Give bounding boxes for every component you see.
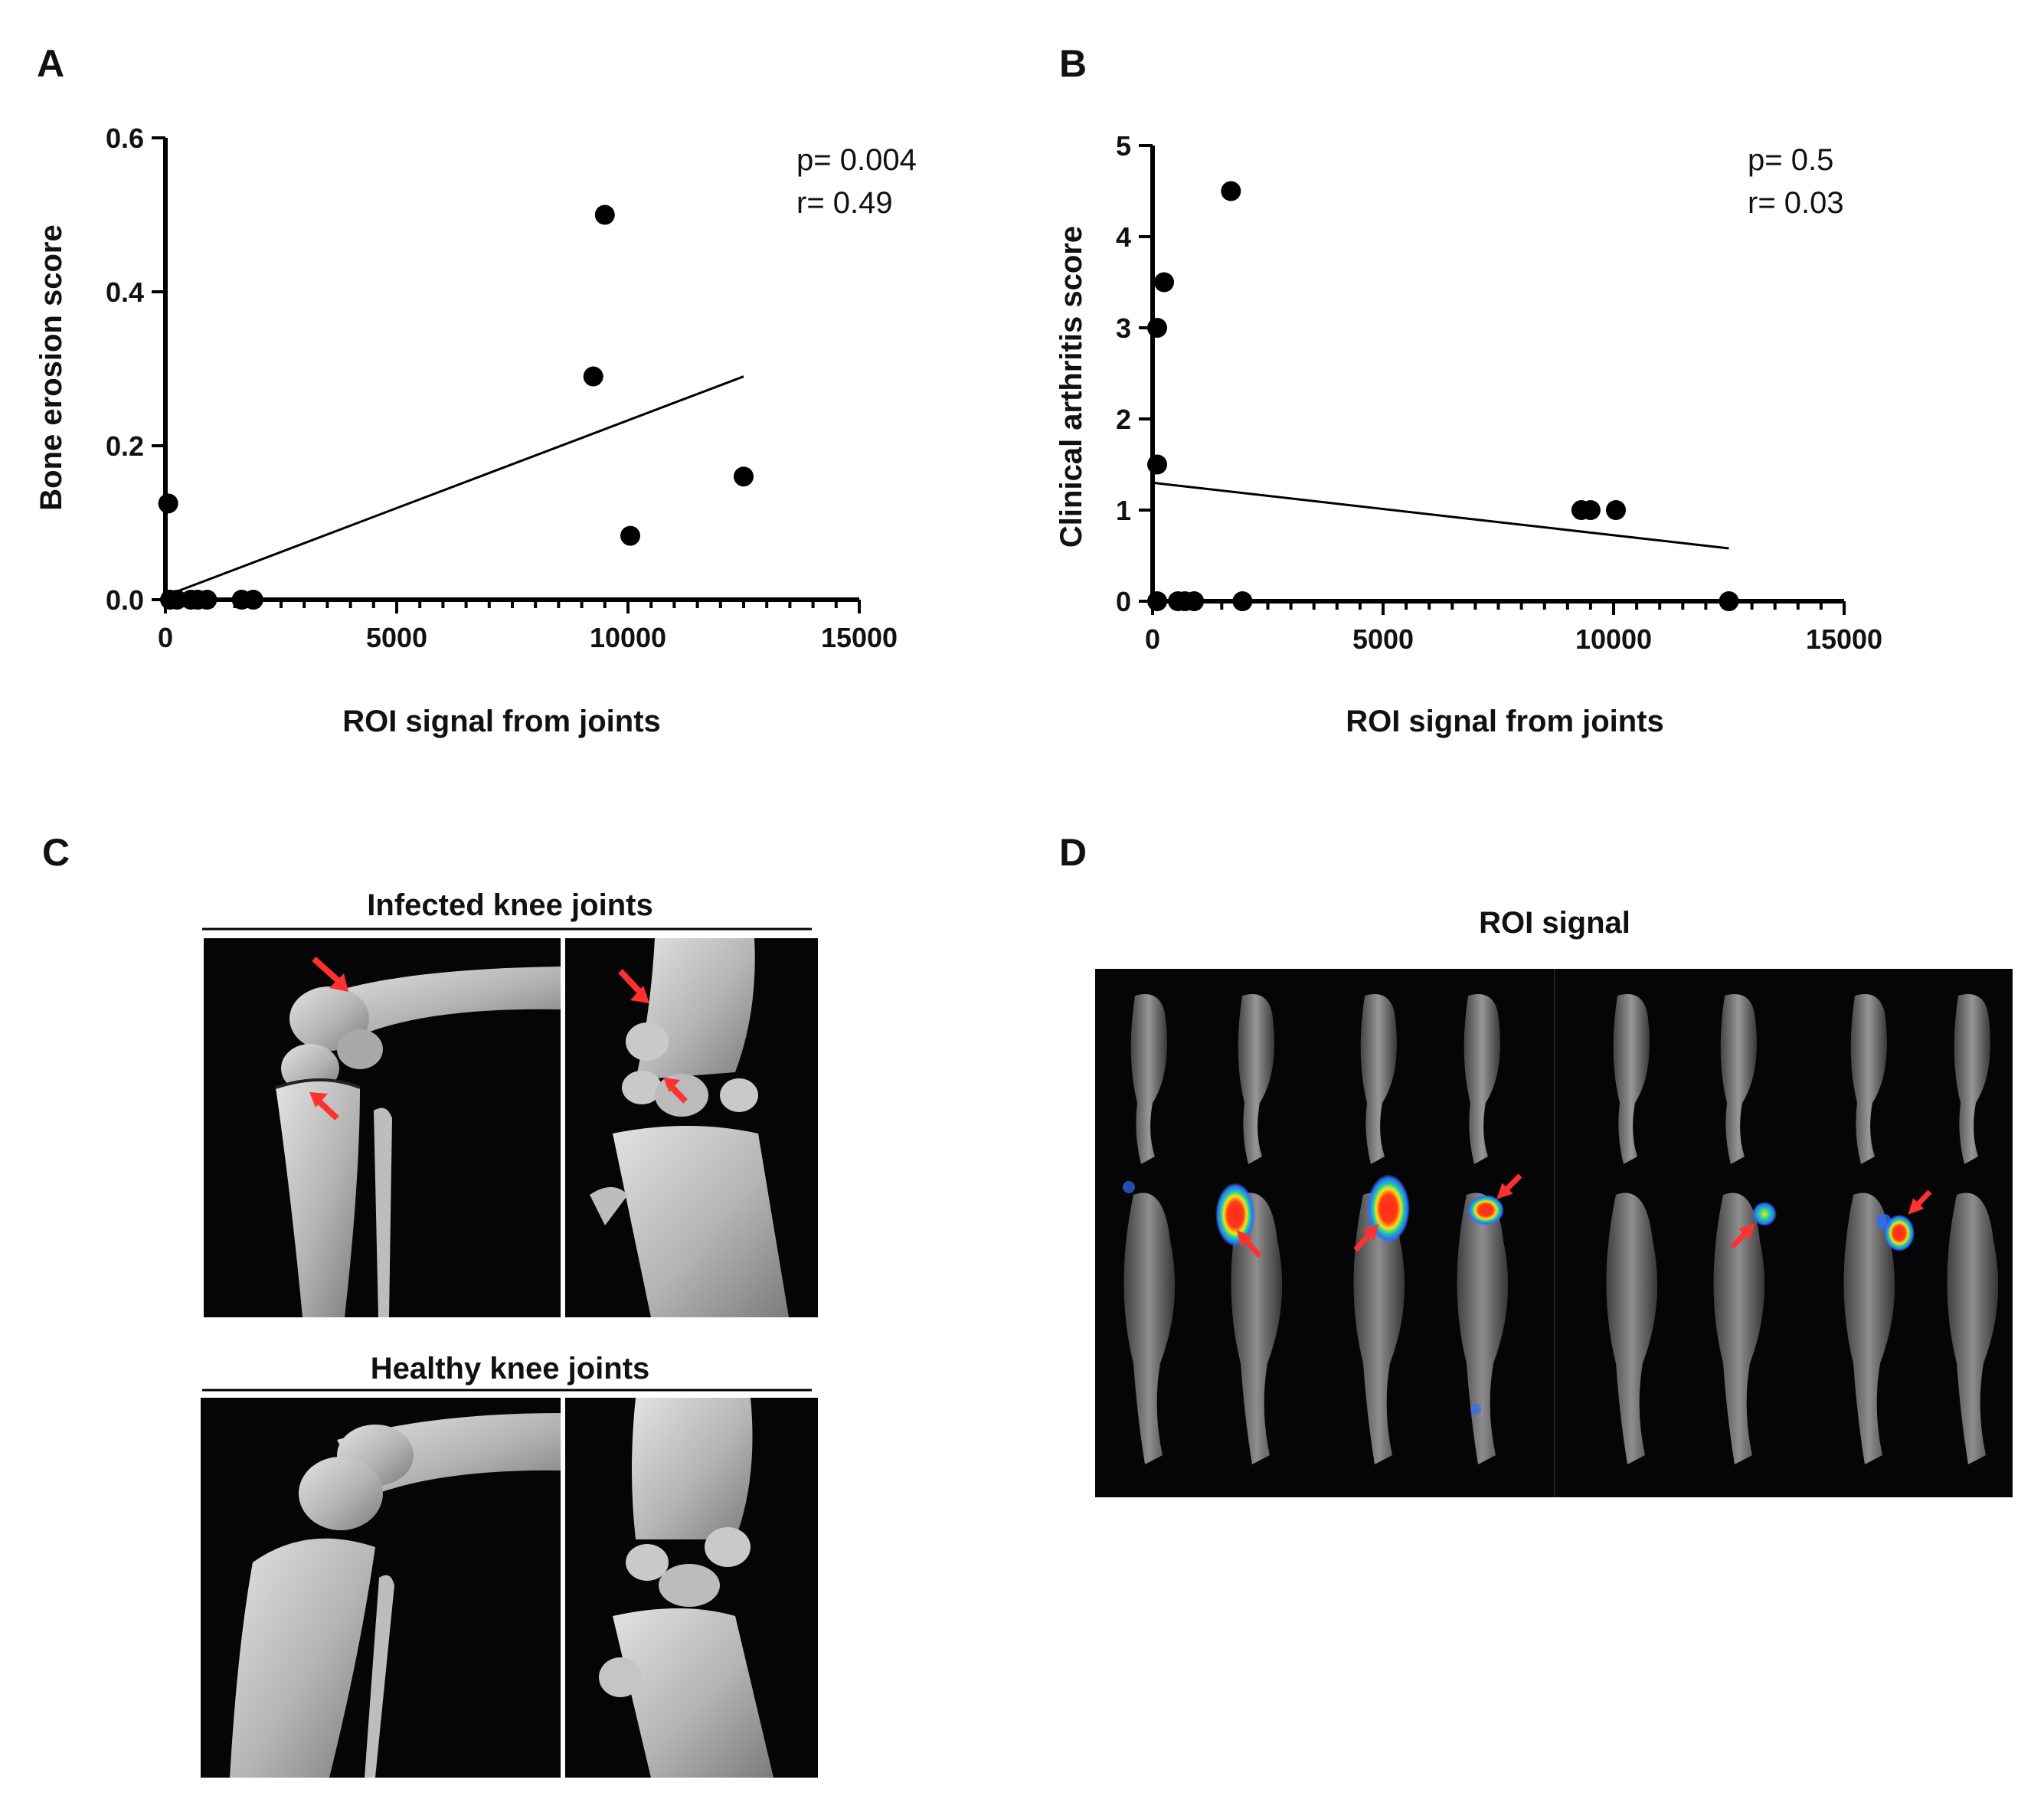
panel-letter-c: C	[42, 831, 70, 874]
x-tick-label: 15000	[1806, 623, 1882, 655]
y-tick-label: 0.4	[106, 276, 144, 308]
x-tick-label: 0	[158, 622, 173, 653]
limb-silhouette	[1613, 994, 1650, 1164]
limb-silhouette	[1954, 994, 1990, 1164]
limb-silhouette	[1606, 1192, 1658, 1464]
panel-c-knee-renderings: C Infected knee joints	[42, 831, 818, 1778]
limb-silhouette	[1464, 994, 1500, 1164]
y-tick-label: 5	[1116, 130, 1131, 162]
y-tick-label: 0	[1116, 586, 1131, 617]
data-point	[197, 590, 217, 610]
arrow-head	[1496, 1183, 1513, 1199]
arrow-head	[1236, 1230, 1253, 1247]
data-point	[167, 590, 188, 610]
data-point	[1232, 591, 1253, 611]
limb-silhouette	[1360, 994, 1397, 1164]
x-axis-title: ROI signal from joints	[1346, 705, 1664, 738]
x-tick-label: 0	[1145, 623, 1160, 655]
limb-silhouette	[1457, 1192, 1509, 1464]
x-axis-title: ROI signal from joints	[342, 705, 661, 738]
y-tick-label: 0.6	[106, 123, 144, 154]
data-point	[1147, 454, 1168, 475]
roi-hotspot	[1215, 1183, 1255, 1247]
roi-hotspot	[1467, 1195, 1504, 1225]
panel-letter-a: A	[37, 42, 64, 85]
data-point	[1184, 591, 1205, 611]
limb-silhouette	[1720, 994, 1757, 1164]
limb-silhouette	[1843, 1192, 1895, 1464]
data-point	[1147, 318, 1168, 338]
limb-silhouette	[1231, 1192, 1283, 1464]
x-tick-label: 10000	[1575, 623, 1652, 655]
roi-arrows	[1236, 1173, 1932, 1258]
limb-silhouette	[1850, 994, 1887, 1164]
data-point	[1154, 272, 1175, 293]
data-point	[594, 204, 615, 225]
x-tick-label: 5000	[1352, 623, 1414, 655]
panel-a-chart: A p= 0.004 r= 0.49 0 5000 10000 15000 0.0 0.2…	[34, 42, 917, 738]
regression-line	[165, 375, 744, 597]
y-tick-label: 0.2	[106, 430, 144, 462]
regression-line	[1152, 481, 1729, 550]
data-point	[243, 590, 263, 610]
limb-silhouette	[1947, 1192, 1999, 1464]
data-point	[583, 366, 603, 387]
arrow-head	[1362, 1224, 1379, 1241]
data-point	[1719, 591, 1739, 611]
limb-silhouette	[1130, 994, 1167, 1164]
data-point	[1606, 500, 1627, 520]
limb-silhouettes	[1123, 994, 1999, 1464]
roi-signal-title: ROI signal	[1479, 906, 1630, 940]
y-axis-title: Clinical arthritis score	[1055, 226, 1088, 548]
y-tick-label: 4	[1116, 221, 1131, 253]
healthy-knee-image-side	[201, 1398, 561, 1778]
arrow-head	[1908, 1198, 1925, 1215]
panel-d-roi-image: D ROI signal	[1059, 831, 2013, 1497]
y-tick-label: 0.0	[106, 584, 144, 616]
x-tick-label: 15000	[821, 622, 898, 653]
panel-b-p-value: p= 0.5	[1748, 143, 1833, 177]
panel-letter-d: D	[1059, 831, 1087, 874]
y-tick-label: 1	[1116, 495, 1131, 526]
limb-silhouette	[1123, 1192, 1176, 1464]
arrow-head	[1738, 1223, 1755, 1240]
panel-b-r-value: r= 0.03	[1748, 186, 1844, 220]
panel-b-chart: B p= 0.5 r= 0.03 0 5000 10000 15000 0 1 2 3 4 5 RO…	[1055, 42, 1882, 738]
data-point	[1147, 591, 1168, 611]
roi-hotspot	[1752, 1202, 1777, 1226]
data-point	[620, 525, 641, 546]
y-tick-label: 2	[1116, 404, 1131, 435]
data-point	[734, 466, 754, 487]
data-point	[1221, 181, 1241, 201]
infected-knee-image-side	[204, 938, 561, 1317]
infected-knee-title: Infected knee joints	[367, 888, 652, 922]
panel-a-p-value: p= 0.004	[796, 143, 917, 177]
limb-silhouette	[1353, 1192, 1405, 1464]
roi-hotspots	[1123, 1174, 1915, 1415]
infected-knee-image-front	[565, 938, 818, 1317]
limb-silhouette	[1713, 1192, 1765, 1464]
panel-letter-b: B	[1059, 42, 1087, 85]
limb-silhouette	[1238, 994, 1274, 1164]
healthy-knee-title: Healthy knee joints	[371, 1352, 650, 1385]
x-tick-label: 10000	[590, 622, 666, 653]
data-point	[1580, 500, 1601, 520]
y-tick-label: 3	[1116, 312, 1131, 344]
x-tick-label: 5000	[366, 622, 427, 653]
panel-a-r-value: r= 0.49	[796, 186, 893, 220]
y-axis-title: Bone erosion score	[34, 224, 68, 510]
roi-hotspot	[1884, 1215, 1915, 1251]
healthy-knee-image-front	[565, 1398, 818, 1778]
data-point	[158, 493, 178, 514]
